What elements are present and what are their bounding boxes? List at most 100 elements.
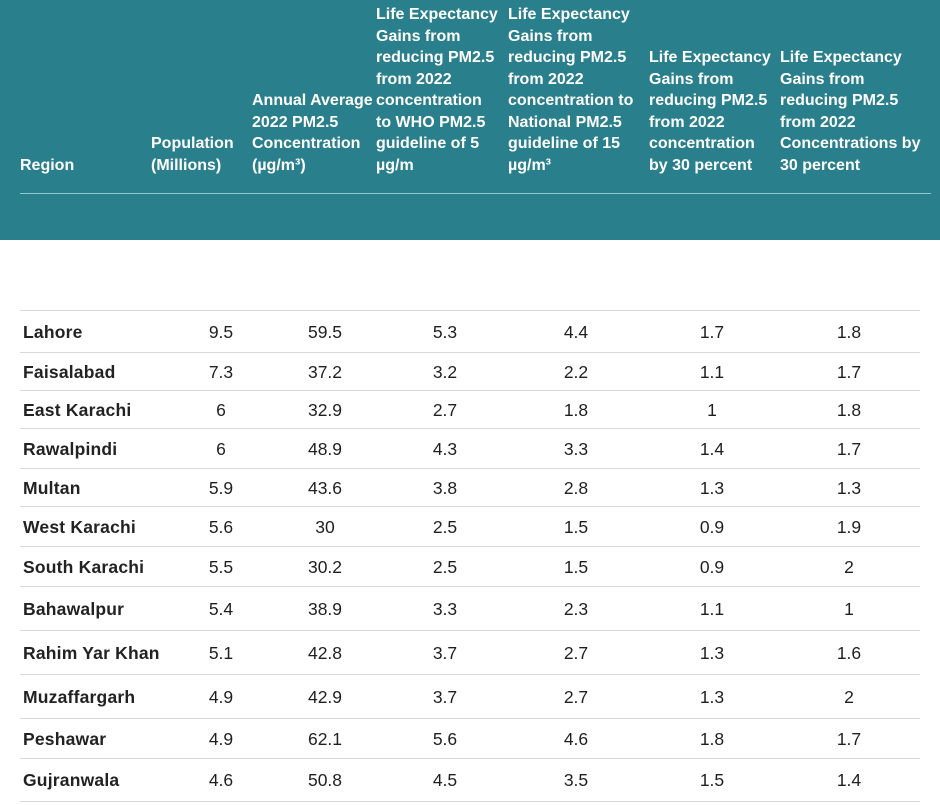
cell-region: Faisalabad: [23, 361, 116, 382]
table-row: Faisalabad 7.3 37.2 3.2 2.2 1.1 1.7: [20, 352, 920, 391]
header-annual-average-pm25: Annual Average 2022 PM2.5 Concentration …: [252, 92, 373, 174]
table-row: Rahim Yar Khan 5.1 42.8 3.7 2.7 1.3 1.6: [20, 630, 920, 675]
table-row: Multan 5.9 43.6 3.8 2.8 1.3 1.3: [20, 468, 920, 507]
cell-population: 6: [216, 399, 226, 420]
cell-gain-30pct: 1.8: [699, 728, 725, 749]
table-row: Lahore 9.5 59.5 5.3 4.4 1.7 1.8: [20, 310, 920, 353]
cell-gain-30pct: 1.4: [699, 438, 725, 459]
cell-pm25-concentration: 50.8: [307, 769, 343, 790]
cell-gain-30pct: 1.5: [699, 769, 725, 790]
cell-gain-who: 2.7: [432, 399, 458, 420]
cell-gain-who: 2.5: [432, 516, 458, 537]
cell-population: 4.6: [208, 769, 234, 790]
cell-population: 5.6: [208, 516, 234, 537]
cell-gain-30pct-b: 1.7: [836, 728, 862, 749]
cell-gain-national: 1.5: [563, 516, 589, 537]
cell-pm25-concentration: 42.8: [307, 642, 343, 663]
table-row: Muzaffargarh 4.9 42.9 3.7 2.7 1.3 2: [20, 674, 920, 719]
cell-population: 5.1: [208, 642, 234, 663]
cell-pm25-concentration: 42.9: [307, 686, 343, 707]
header-region: Region: [20, 156, 75, 174]
cell-region: Bahawalpur: [23, 598, 125, 619]
cell-population: 4.9: [208, 686, 234, 707]
cell-gain-national: 2.7: [563, 686, 589, 707]
header-population: Population (Millions): [151, 135, 234, 174]
cell-gain-who: 3.3: [432, 598, 458, 619]
cell-gain-who: 3.8: [432, 477, 458, 498]
cell-population: 7.3: [208, 361, 234, 382]
cell-gain-national: 4.6: [563, 728, 589, 749]
cell-region: South Karachi: [23, 556, 145, 577]
cell-gain-30pct-b: 1.3: [836, 477, 862, 498]
cell-gain-national: 2.8: [563, 477, 589, 498]
cell-population: 5.9: [208, 477, 234, 498]
cell-gain-30pct-b: 1.7: [836, 361, 862, 382]
cell-gain-30pct: 0.9: [699, 516, 725, 537]
cell-gain-30pct-b: 1.6: [836, 642, 862, 663]
cell-population: 4.9: [208, 728, 234, 749]
cell-gain-who: 3.7: [432, 686, 458, 707]
cell-pm25-concentration: 30: [315, 516, 335, 537]
cell-gain-national: 3.5: [563, 769, 589, 790]
cell-region: Lahore: [23, 321, 83, 342]
cell-gain-national: 2.3: [563, 598, 589, 619]
table-row: Rawalpindi 6 48.9 4.3 3.3 1.4 1.7: [20, 428, 920, 469]
cell-gain-30pct: 1.3: [699, 477, 725, 498]
cell-pm25-concentration: 38.9: [307, 598, 343, 619]
table-row: Peshawar 4.9 62.1 5.6 4.6 1.8 1.7: [20, 718, 920, 759]
table-row: Gujranwala 4.6 50.8 4.5 3.5 1.5 1.4: [20, 758, 920, 802]
cell-region: Multan: [23, 477, 81, 498]
table-row: Bahawalpur 5.4 38.9 3.3 2.3 1.1 1: [20, 586, 920, 631]
cell-pm25-concentration: 37.2: [307, 361, 343, 382]
cell-pm25-concentration: 43.6: [307, 477, 343, 498]
cell-gain-who: 4.3: [432, 438, 458, 459]
table-row: West Karachi 5.6 30 2.5 1.5 0.9 1.9: [20, 506, 920, 547]
cell-gain-30pct: 0.9: [699, 556, 725, 577]
header-gain-who-guideline: Life Expectancy Gains from reducing PM2.…: [376, 6, 498, 174]
header-gain-30-percent: Life Expectancy Gains from reducing PM2.…: [649, 49, 771, 174]
cell-gain-30pct-b: 1.8: [836, 399, 862, 420]
cell-gain-30pct: 1.1: [699, 598, 725, 619]
cell-gain-who: 5.3: [432, 321, 458, 342]
table-header: Region Population (Millions) Annual Aver…: [0, 0, 940, 240]
cell-gain-national: 2.7: [563, 642, 589, 663]
cell-gain-who: 4.5: [432, 769, 458, 790]
cell-region: West Karachi: [23, 516, 136, 537]
cell-population: 6: [216, 438, 226, 459]
cell-gain-30pct: 1: [707, 399, 717, 420]
cell-pm25-concentration: 48.9: [307, 438, 343, 459]
cell-population: 5.5: [208, 556, 234, 577]
table-row: South Karachi 5.5 30.2 2.5 1.5 0.9 2: [20, 546, 920, 587]
cell-region: Muzaffargarh: [23, 686, 136, 707]
header-gain-national-guideline: Life Expectancy Gains from reducing PM2.…: [508, 6, 634, 174]
cell-population: 5.4: [208, 598, 234, 619]
table-row: East Karachi 6 32.9 2.7 1.8 1 1.8: [20, 390, 920, 429]
cell-gain-30pct-b: 1.9: [836, 516, 862, 537]
cell-gain-30pct: 1.7: [699, 321, 725, 342]
cell-gain-who: 3.2: [432, 361, 458, 382]
cell-pm25-concentration: 62.1: [307, 728, 343, 749]
cell-population: 9.5: [208, 321, 234, 342]
cell-gain-30pct-b: 1.4: [836, 769, 862, 790]
cell-gain-30pct-b: 2: [844, 686, 854, 707]
cell-gain-30pct: 1.3: [699, 642, 725, 663]
cell-gain-30pct: 1.1: [699, 361, 725, 382]
cell-pm25-concentration: 30.2: [307, 556, 343, 577]
cell-pm25-concentration: 59.5: [307, 321, 343, 342]
cell-region: Rahim Yar Khan: [23, 642, 160, 663]
cell-gain-30pct-b: 2: [844, 556, 854, 577]
cell-gain-30pct-b: 1: [844, 598, 854, 619]
cell-gain-who: 2.5: [432, 556, 458, 577]
cell-gain-national: 2.2: [563, 361, 589, 382]
cell-region: Rawalpindi: [23, 438, 118, 459]
cell-gain-national: 1.5: [563, 556, 589, 577]
cell-gain-who: 5.6: [432, 728, 458, 749]
cell-gain-30pct: 1.3: [699, 686, 725, 707]
cell-region: East Karachi: [23, 399, 132, 420]
cell-gain-national: 4.4: [563, 321, 589, 342]
cell-gain-30pct-b: 1.8: [836, 321, 862, 342]
header-gain-30-percent-concentrations: Life Expectancy Gains from reducing PM2.…: [780, 49, 921, 174]
header-divider: [20, 193, 931, 194]
cell-gain-who: 3.7: [432, 642, 458, 663]
